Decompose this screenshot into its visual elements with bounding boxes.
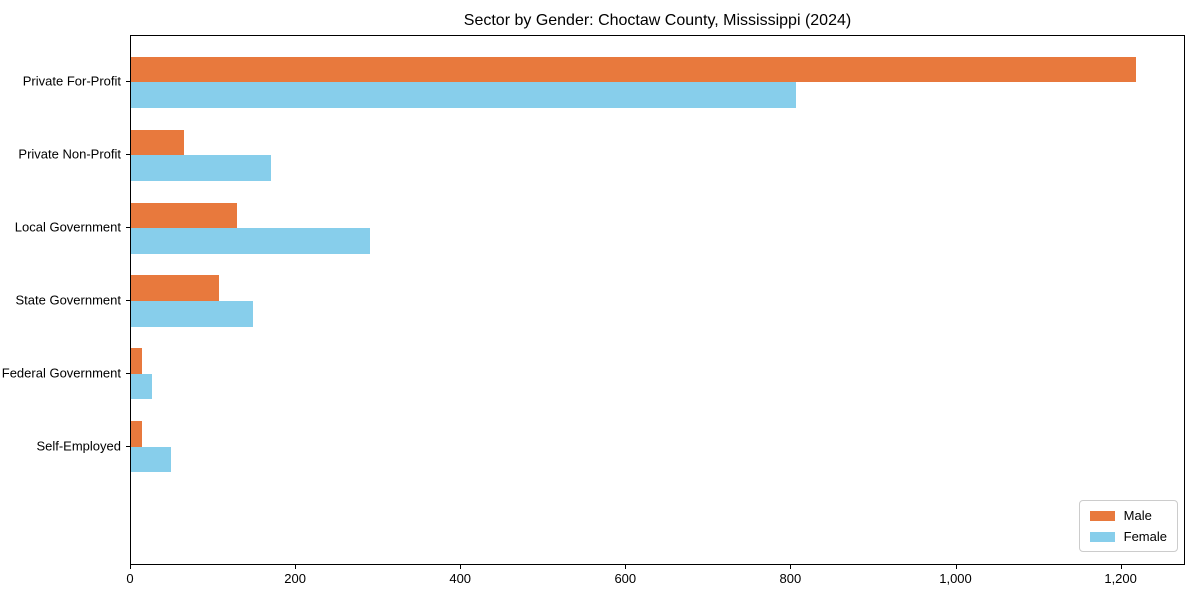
xtick-mark xyxy=(130,565,131,569)
plot-area: Male Female xyxy=(130,35,1185,565)
chart-title: Sector by Gender: Choctaw County, Missis… xyxy=(463,12,852,29)
ytick-mark xyxy=(126,445,130,447)
ytick-mark xyxy=(126,300,130,301)
legend-swatch-icon xyxy=(1089,510,1115,521)
bar-male-6 xyxy=(131,421,142,447)
xtick-mark xyxy=(295,565,297,569)
legend-swatch-icon xyxy=(1089,531,1115,542)
legend-item-female: Female xyxy=(1089,529,1167,544)
xtick-label: 0 xyxy=(126,571,134,586)
ytick-mark xyxy=(126,154,130,156)
legend-item-male: Male xyxy=(1089,508,1167,523)
legend-label: Female xyxy=(1123,529,1167,544)
xtick-mark xyxy=(1120,565,1122,569)
xtick-label: 800 xyxy=(779,571,802,586)
xtick-label: 1,200 xyxy=(1104,571,1137,586)
bar-male-4 xyxy=(131,275,219,301)
bar-female-3 xyxy=(131,228,371,254)
xtick-label: 200 xyxy=(284,571,306,586)
bar-female-5 xyxy=(131,373,152,400)
ytick-label: Private For-Profit xyxy=(22,73,121,89)
ytick-label: Local Government xyxy=(14,219,121,235)
ytick-label: Federal Government xyxy=(1,365,121,381)
bar-male-1 xyxy=(131,56,1136,83)
ytick-label: Self-Employed xyxy=(36,438,121,454)
bar-male-5 xyxy=(131,348,142,374)
xtick-mark xyxy=(955,565,957,569)
bar-female-6 xyxy=(131,446,171,473)
xtick-mark xyxy=(460,565,462,569)
xtick-mark xyxy=(625,565,627,569)
bar-male-3 xyxy=(131,202,238,229)
xtick-mark xyxy=(790,565,792,569)
legend: Male Female xyxy=(1078,500,1178,552)
bar-male-2 xyxy=(131,129,184,156)
legend-label: Male xyxy=(1123,508,1152,523)
ytick-mark xyxy=(126,81,130,83)
xtick-label: 1,000 xyxy=(939,571,972,586)
ytick-mark xyxy=(126,227,130,229)
bar-female-4 xyxy=(131,301,254,327)
xtick-label: 600 xyxy=(614,571,637,586)
ytick-label: Private Non-Profit xyxy=(18,146,121,162)
ytick-mark xyxy=(126,372,130,374)
xtick-label: 400 xyxy=(449,571,472,586)
bar-female-1 xyxy=(131,82,797,108)
bar-female-2 xyxy=(131,155,271,181)
ytick-label: State Government xyxy=(15,292,122,308)
